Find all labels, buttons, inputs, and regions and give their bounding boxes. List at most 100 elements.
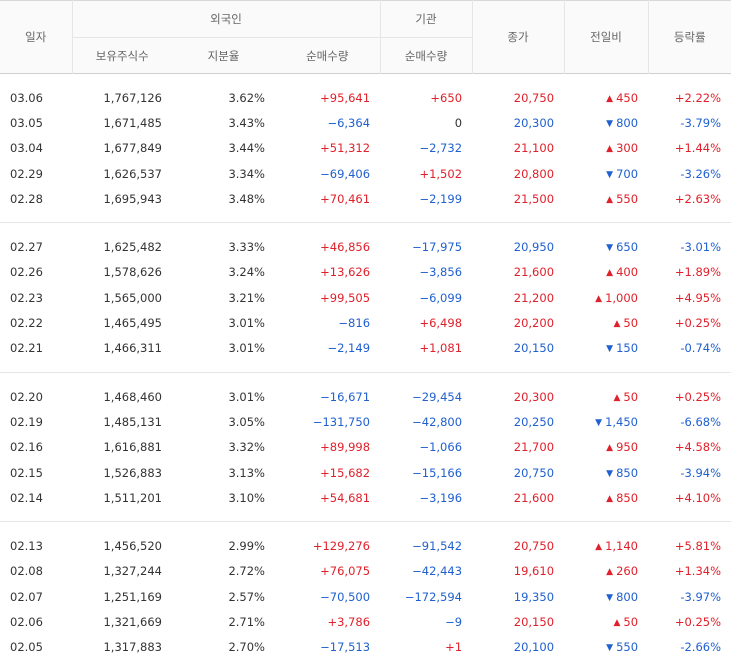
change-value: 260 xyxy=(616,564,639,579)
foreign-net-cell: +99,505 xyxy=(320,290,371,305)
group-spacer xyxy=(0,361,731,372)
triangle-down-icon: ▼ xyxy=(606,643,614,654)
foreign-net-cell: −16,671 xyxy=(320,389,371,404)
change-cell: ▼ 850 xyxy=(564,460,648,485)
holdings-cell: 1,511,201 xyxy=(103,490,162,505)
change-cell: ▲ 1,000 xyxy=(564,285,648,310)
change-value: 650 xyxy=(616,240,639,255)
share-cell: 3.05% xyxy=(228,414,265,429)
holdings-cell: 1,485,131 xyxy=(103,414,162,429)
table-row: 02.07 1,251,169 2.57% −70,500 −172,594 19,350… xyxy=(0,584,731,609)
date-cell: 02.19 xyxy=(10,414,43,429)
close-cell: 20,100 xyxy=(513,640,555,655)
rate-cell: -3.01% xyxy=(680,240,722,255)
group-divider xyxy=(0,222,731,224)
foreign-net-cell: +70,461 xyxy=(320,191,371,206)
share-cell: 3.48% xyxy=(228,191,265,206)
divider-cell xyxy=(0,222,731,224)
header-inst-net: 순매수량 xyxy=(379,37,473,74)
change-cell: ▲ 260 xyxy=(564,559,648,584)
header-foreign: 외국인 xyxy=(71,0,381,38)
table-row: 02.15 1,526,883 3.13% +15,682 −15,166 20,750 ▼… xyxy=(0,460,731,485)
inst-net-cell: +6,498 xyxy=(419,316,463,331)
date-cell: 02.26 xyxy=(10,265,43,280)
close-cell: 20,200 xyxy=(513,316,555,331)
inst-net-cell: −91,542 xyxy=(412,539,463,554)
group-spacer xyxy=(0,223,731,235)
table-row: 02.20 1,468,460 3.01% −16,671 −29,454 20,300 ▲… xyxy=(0,384,731,409)
inst-net-cell: −15,166 xyxy=(412,465,463,480)
close-cell: 21,600 xyxy=(513,490,555,505)
holdings-cell: 1,526,883 xyxy=(103,465,162,480)
share-cell: 3.44% xyxy=(228,141,265,156)
inst-net-cell: +650 xyxy=(430,90,463,105)
holdings-cell: 1,671,485 xyxy=(103,115,162,130)
inst-net-cell: 0 xyxy=(454,115,463,130)
date-cell: 02.14 xyxy=(10,490,43,505)
share-cell: 3.01% xyxy=(228,389,265,404)
table-row: 02.23 1,565,000 3.21% +99,505 −6,099 21,200 ▲ 1… xyxy=(0,285,731,310)
share-cell: 3.34% xyxy=(228,166,265,181)
spacer-cell xyxy=(0,211,731,222)
table-row: 02.14 1,511,201 3.10% +54,681 −3,196 21,600 ▲ 8… xyxy=(0,485,731,510)
holdings-cell: 1,626,537 xyxy=(103,166,162,181)
triangle-up-icon: ▲ xyxy=(606,493,614,504)
foreign-net-cell: −816 xyxy=(338,316,371,331)
table-row: 02.06 1,321,669 2.71% +3,786 −9 20,150 ▲ 50 +0.2… xyxy=(0,609,731,634)
foreign-net-cell: +51,312 xyxy=(320,141,371,156)
header-change: 전일비 xyxy=(563,0,649,74)
table-row: 02.21 1,466,311 3.01% −2,149 +1,081 20,150 ▼ 15… xyxy=(0,336,731,361)
triangle-up-icon: ▲ xyxy=(595,542,603,553)
close-cell: 20,800 xyxy=(513,166,555,181)
foreign-net-cell: +3,786 xyxy=(327,614,371,629)
change-value: 300 xyxy=(616,141,639,156)
holdings-cell: 1,767,126 xyxy=(103,90,162,105)
triangle-up-icon: ▲ xyxy=(595,293,603,304)
foreign-net-cell: +46,856 xyxy=(320,240,371,255)
divider-cell xyxy=(0,371,731,373)
change-value: 950 xyxy=(616,440,639,455)
change-value: 50 xyxy=(623,389,639,404)
change-value: 550 xyxy=(616,640,639,655)
change-cell: ▲ 450 xyxy=(564,85,648,110)
rate-cell: -3.79% xyxy=(680,115,722,130)
date-cell: 02.06 xyxy=(10,614,43,629)
inst-net-cell: −3,196 xyxy=(419,490,463,505)
rate-cell: -0.74% xyxy=(680,341,722,356)
table-row: 03.06 1,767,126 3.62% +95,641 +650 20,750 ▲ 450… xyxy=(0,85,731,110)
holdings-cell: 1,565,000 xyxy=(103,290,162,305)
change-value: 50 xyxy=(623,614,639,629)
holdings-cell: 1,677,849 xyxy=(103,141,162,156)
change-cell: ▼ 700 xyxy=(564,161,648,186)
table-row: 02.26 1,578,626 3.24% +13,626 −3,856 21,600 ▲ 4… xyxy=(0,260,731,285)
change-value: 450 xyxy=(616,90,639,105)
foreign-net-cell: −6,364 xyxy=(327,115,371,130)
rate-cell: +5.81% xyxy=(674,539,722,554)
date-cell: 03.04 xyxy=(10,141,43,156)
date-cell: 02.07 xyxy=(10,589,43,604)
change-cell: ▼ 1,450 xyxy=(564,409,648,434)
share-cell: 3.32% xyxy=(228,440,265,455)
close-cell: 20,250 xyxy=(513,414,555,429)
date-cell: 02.05 xyxy=(10,640,43,655)
close-cell: 21,500 xyxy=(513,191,555,206)
share-cell: 2.99% xyxy=(228,539,265,554)
change-value: 50 xyxy=(623,316,639,331)
triangle-up-icon: ▲ xyxy=(613,392,621,403)
date-cell: 02.23 xyxy=(10,290,43,305)
inst-net-cell: −1,066 xyxy=(419,440,463,455)
inst-net-cell: −9 xyxy=(445,614,463,629)
rate-cell: +0.25% xyxy=(674,614,722,629)
table-row: 02.28 1,695,943 3.48% +70,461 −2,199 21,500 ▲ 5… xyxy=(0,186,731,211)
rate-cell: -3.97% xyxy=(680,589,722,604)
date-cell: 02.22 xyxy=(10,316,43,331)
spacer-cell xyxy=(0,660,731,671)
close-cell: 20,150 xyxy=(513,341,555,356)
inst-net-cell: −42,443 xyxy=(412,564,463,579)
close-cell: 20,150 xyxy=(513,614,555,629)
date-cell: 02.20 xyxy=(10,389,43,404)
rate-cell: +0.25% xyxy=(674,316,722,331)
inst-net-cell: −42,800 xyxy=(412,414,463,429)
change-value: 1,140 xyxy=(605,539,639,554)
holdings-cell: 1,456,520 xyxy=(103,539,162,554)
